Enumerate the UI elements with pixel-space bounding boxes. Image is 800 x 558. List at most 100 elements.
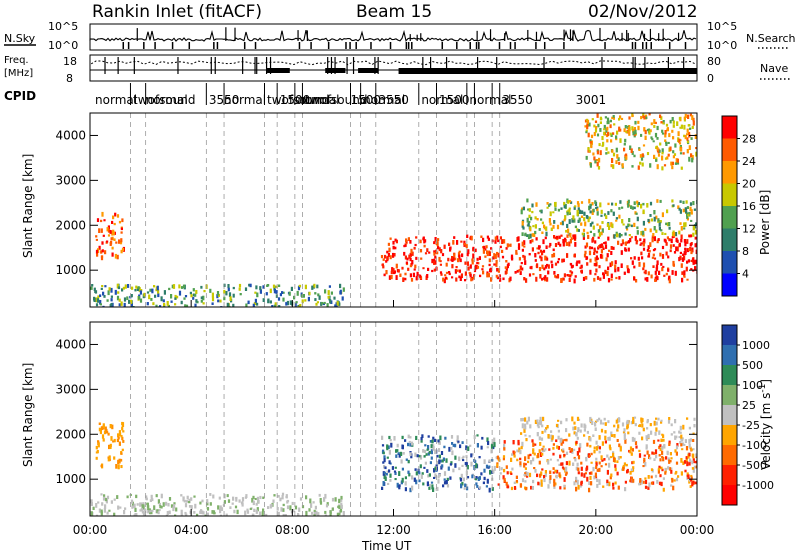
data-cell [588, 198, 591, 204]
data-cell [515, 249, 518, 255]
data-cell [547, 484, 550, 489]
data-cell [583, 434, 586, 437]
data-cell [689, 202, 693, 206]
colorbar-tick-label: 25 [742, 399, 756, 412]
data-cell [597, 246, 600, 250]
data-cell [536, 263, 539, 269]
data-cell [600, 455, 603, 460]
data-cell [689, 438, 692, 442]
data-cell [683, 255, 686, 261]
data-cell [667, 255, 670, 259]
data-cell [223, 283, 226, 287]
data-cell [602, 141, 605, 146]
data-cell [463, 487, 466, 490]
data-cell [649, 201, 653, 206]
data-cell [100, 511, 103, 516]
data-cell [232, 303, 235, 307]
data-cell [414, 264, 417, 269]
data-cell [615, 276, 618, 280]
data-cell [539, 249, 543, 253]
data-cell [662, 477, 665, 480]
data-cell [184, 511, 187, 515]
data-cell [589, 139, 592, 143]
data-cell [593, 277, 596, 282]
data-cell [688, 438, 691, 444]
data-cell [463, 240, 466, 245]
data-cell [609, 456, 612, 459]
data-cell [422, 449, 425, 453]
data-cell [649, 457, 652, 460]
data-cell [516, 269, 519, 273]
data-cell [111, 424, 114, 430]
data-cell [492, 469, 495, 474]
data-cell [155, 494, 158, 498]
data-cell [461, 441, 464, 444]
data-cell [655, 455, 658, 459]
data-cell [605, 257, 608, 262]
data-cell [503, 468, 506, 473]
data-cell [328, 285, 331, 288]
data-cell [486, 437, 489, 442]
data-cell [313, 511, 316, 516]
data-cell [613, 424, 616, 428]
data-cell [203, 290, 206, 293]
data-cell [388, 275, 391, 280]
data-cell [679, 441, 682, 444]
data-cell [487, 273, 490, 278]
data-cell [93, 287, 96, 291]
data-cell [202, 295, 205, 301]
data-cell [682, 208, 685, 213]
data-cell [459, 276, 462, 281]
x-tick-label: 16:00 [477, 523, 512, 537]
data-cell [189, 510, 192, 514]
data-cell [438, 247, 441, 252]
data-cell [583, 217, 586, 222]
data-cell [660, 481, 663, 487]
data-cell [589, 210, 592, 214]
data-cell [503, 477, 506, 483]
data-cell [462, 459, 465, 462]
data-cell [627, 247, 630, 252]
data-cell [668, 442, 671, 446]
data-cell [457, 258, 460, 263]
data-cell [383, 273, 386, 277]
data-cell [259, 495, 262, 500]
data-cell [647, 218, 650, 223]
data-cell [660, 229, 663, 232]
data-cell [531, 233, 534, 237]
data-cell [496, 267, 499, 272]
data-cell [317, 512, 320, 516]
data-cell [672, 155, 675, 159]
data-cell [671, 165, 674, 170]
data-cell [122, 430, 125, 433]
data-cell [523, 240, 526, 245]
data-cell [641, 230, 644, 236]
data-cell [385, 260, 388, 263]
data-cell [461, 457, 464, 460]
data-cell [612, 152, 616, 157]
data-cell [401, 444, 404, 449]
data-cell [633, 127, 636, 131]
data-cell [526, 420, 529, 425]
data-cell [551, 263, 554, 269]
data-cell [475, 476, 478, 479]
data-cell [594, 128, 598, 133]
data-cell [241, 502, 244, 507]
data-cell [138, 287, 141, 292]
data-cell [647, 245, 650, 250]
data-cell [500, 467, 503, 471]
data-cell [690, 249, 693, 255]
data-cell [141, 504, 144, 510]
data-cell [577, 427, 580, 431]
data-cell [382, 481, 385, 486]
data-cell [612, 116, 615, 120]
data-cell [668, 467, 672, 471]
data-cell [395, 263, 398, 269]
data-cell [409, 264, 412, 268]
data-cell [546, 263, 549, 267]
data-cell [600, 249, 603, 254]
data-cell [566, 223, 569, 228]
data-cell [589, 204, 592, 209]
x-tick-label: 04:00 [174, 523, 209, 537]
data-cell [670, 423, 673, 427]
